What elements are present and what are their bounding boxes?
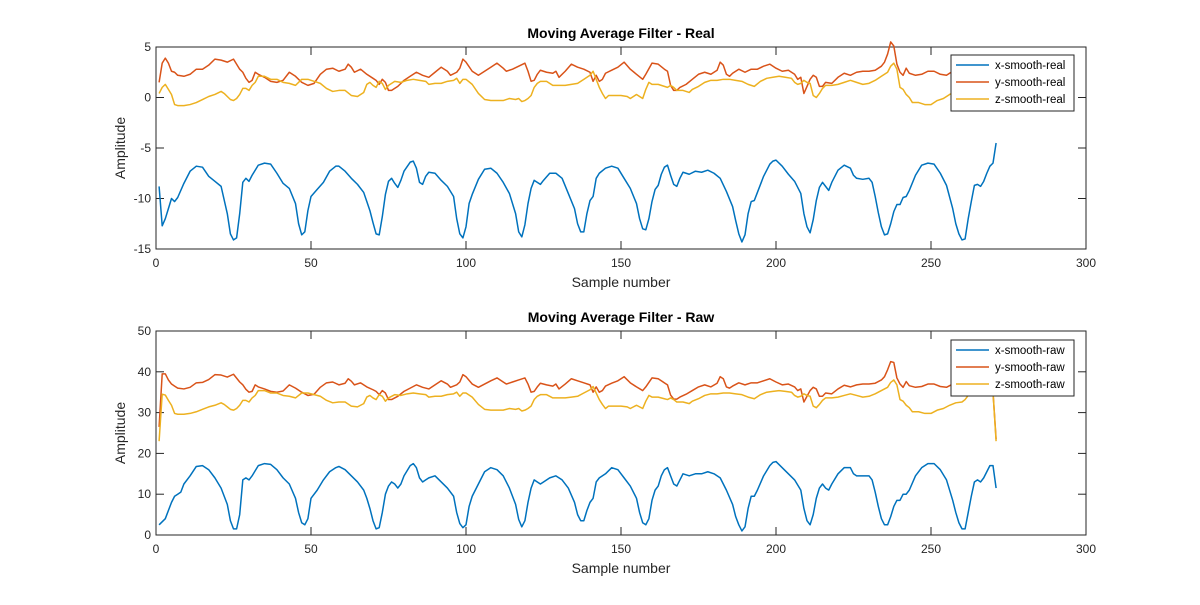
x-tick-label: 150 xyxy=(611,542,631,556)
y-tick-label: 0 xyxy=(144,91,151,105)
series-line-x-smooth-real xyxy=(158,142,997,243)
axes-box xyxy=(155,330,1087,536)
y-tick-label: 50 xyxy=(138,324,152,338)
x-tick-label: 300 xyxy=(1076,542,1096,556)
y-tick-label: 40 xyxy=(138,365,152,379)
legend-label: z-smooth-raw xyxy=(995,379,1065,391)
x-tick-label: 50 xyxy=(304,256,318,270)
chart-title: Moving Average Filter - Raw xyxy=(528,309,715,325)
x-tick-label: 50 xyxy=(304,542,318,556)
y-axis-label: Amplitude xyxy=(112,117,128,179)
y-tick-label: 20 xyxy=(138,446,152,460)
x-tick-label: 250 xyxy=(921,256,941,270)
x-tick-label: 100 xyxy=(456,256,476,270)
plot-raw: 0 50 100 150 200 250 300 0 10 20 30 40 50 Moving Aver… xyxy=(112,309,1096,576)
x-axis-label: Sample number xyxy=(572,560,671,576)
series-line-z-smooth-raw xyxy=(158,379,997,442)
legend-label: y-smooth-raw xyxy=(995,362,1065,374)
x-tick-label: 200 xyxy=(766,256,786,270)
legend-label: x-smooth-raw xyxy=(995,345,1065,357)
chart-title: Moving Average Filter - Real xyxy=(527,25,714,41)
y-tick-label: -10 xyxy=(134,192,152,206)
legend-label: x-smooth-real xyxy=(995,60,1065,72)
x-tick-label: 150 xyxy=(611,256,631,270)
legend: x-smooth-raw y-smooth-raw z-smooth-raw xyxy=(950,339,1075,397)
x-tick-label: 200 xyxy=(766,542,786,556)
y-tick-label: 0 xyxy=(144,528,151,542)
series-line-z-smooth-real xyxy=(158,62,997,107)
x-tick-label: 0 xyxy=(153,542,160,556)
plot-real: 0 50 100 150 200 250 300 -15 -10 -5 0 5 Moving Avera… xyxy=(112,25,1096,290)
legend: x-smooth-real y-smooth-real z-smooth-real xyxy=(950,54,1075,112)
y-tick-label: -5 xyxy=(140,141,151,155)
y-tick-label: 30 xyxy=(138,406,152,420)
y-tick-label: 5 xyxy=(144,40,151,54)
x-tick-label: 300 xyxy=(1076,256,1096,270)
series-line-x-smooth-raw xyxy=(158,460,997,532)
y-tick-label: -15 xyxy=(134,242,152,256)
x-axis-label: Sample number xyxy=(572,274,671,290)
legend-label: y-smooth-real xyxy=(995,77,1065,89)
y-axis-label: Amplitude xyxy=(112,402,128,464)
x-tick-label: 100 xyxy=(456,542,476,556)
y-tick-label: 10 xyxy=(138,487,152,501)
x-tick-label: 250 xyxy=(921,542,941,556)
x-tick-label: 0 xyxy=(153,256,160,270)
legend-label: z-smooth-real xyxy=(995,94,1065,106)
